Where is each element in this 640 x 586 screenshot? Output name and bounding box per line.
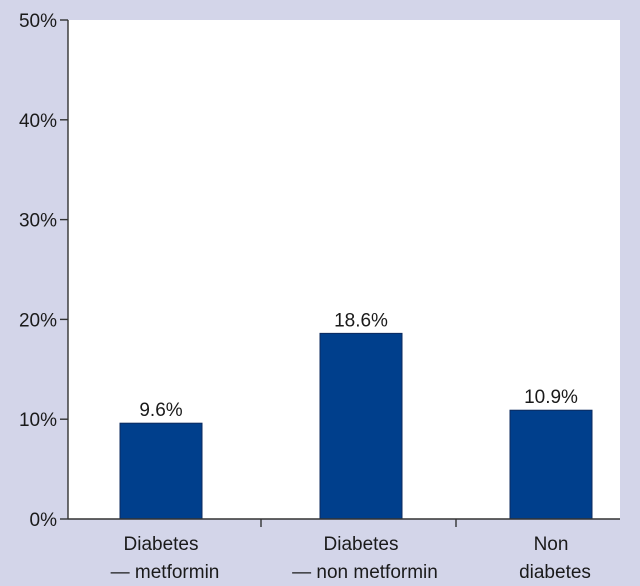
category-label-3: Non diabetes bbox=[519, 534, 591, 583]
category-label-line: — non metformin bbox=[292, 562, 438, 583]
category-label-1: Diabetes — metformin bbox=[111, 534, 220, 583]
category-label-line: diabetes bbox=[519, 562, 591, 583]
category-label-2: Diabetes — non metformin bbox=[292, 534, 438, 583]
y-tick-label: 40% bbox=[19, 111, 57, 132]
bar-3 bbox=[509, 409, 593, 520]
y-tick-label: 30% bbox=[19, 211, 57, 232]
category-label-line: Non bbox=[534, 534, 569, 555]
bar-2 bbox=[319, 332, 403, 520]
data-label-2: 18.6% bbox=[334, 310, 388, 331]
y-tick-label: 10% bbox=[19, 410, 57, 431]
category-label-line: Diabetes bbox=[124, 534, 199, 555]
category-label-line: — metformin bbox=[111, 562, 220, 583]
data-label-3: 10.9% bbox=[524, 387, 578, 408]
category-label-line: Diabetes bbox=[324, 534, 399, 555]
bar-1 bbox=[119, 422, 203, 520]
y-tick-label: 20% bbox=[19, 310, 57, 331]
data-label-1: 9.6% bbox=[139, 400, 182, 421]
y-tick-label: 50% bbox=[19, 11, 57, 32]
y-tick-label: 0% bbox=[30, 510, 58, 531]
